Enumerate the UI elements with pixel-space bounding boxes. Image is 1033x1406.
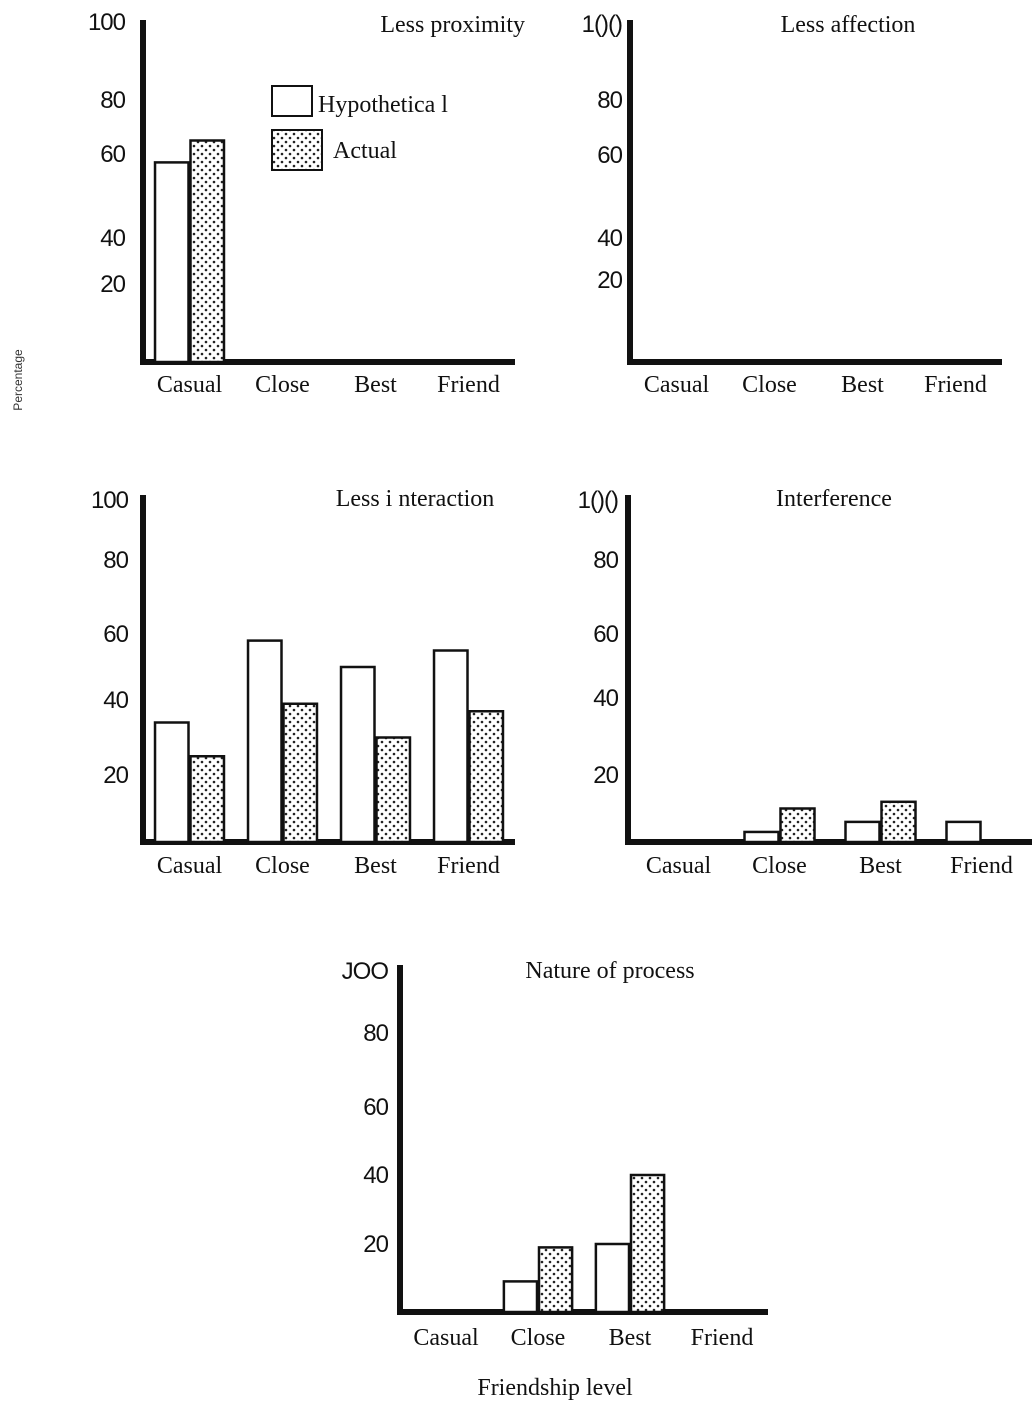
chart-title: Nature of process xyxy=(525,958,694,984)
y-tick-label: 40 xyxy=(597,225,622,252)
x-tick-label: Close xyxy=(752,853,807,879)
x-tick-label: Best xyxy=(609,1325,652,1351)
y-tick-label: 40 xyxy=(363,1162,388,1189)
bar-actual xyxy=(880,800,917,844)
x-tick-label: Casual xyxy=(157,372,223,398)
y-tick-label: 80 xyxy=(103,547,128,574)
x-tick-label: Friend xyxy=(437,853,500,879)
bar-actual xyxy=(537,1246,574,1314)
x-tick-label: Close xyxy=(255,372,310,398)
y-tick-label: 60 xyxy=(363,1094,388,1121)
y-tick-label: 40 xyxy=(593,685,618,712)
y-tick-label: JOO xyxy=(342,958,389,985)
x-tick-label: Friend xyxy=(950,853,1013,879)
bar-hypothetical xyxy=(153,161,190,364)
bar-actual xyxy=(468,710,505,844)
legend-swatch-actual xyxy=(271,129,323,171)
y-tick-label: 40 xyxy=(100,225,125,252)
x-tick-label: Close xyxy=(255,853,310,879)
bar-actual xyxy=(629,1173,666,1314)
chart-title: Interference xyxy=(776,486,892,512)
x-tick-label: Best xyxy=(841,372,884,398)
chart-proximity: Less proximity 100 80 60 40 20 Casual Close Best… xyxy=(88,9,525,398)
y-tick-label: 100 xyxy=(88,9,126,36)
x-tick-label: Best xyxy=(354,372,397,398)
y-tick-label: 80 xyxy=(597,87,622,114)
y-tick-label: 60 xyxy=(103,621,128,648)
y-tick-label: 20 xyxy=(597,267,622,294)
bar-hypothetical xyxy=(339,665,376,844)
chart-interaction: Less i nteraction 100 80 60 40 20 Casual Close B… xyxy=(91,486,515,879)
chart-affection: Less affection 1()() 80 60 40 20 Casual Close Be… xyxy=(582,11,1002,398)
y-tick-label: 80 xyxy=(100,87,125,114)
bar-hypothetical xyxy=(246,639,283,844)
legend-label-hypothetical: Hypothetica l xyxy=(318,92,448,118)
bar-actual xyxy=(375,736,412,844)
legend-label-actual: Actual xyxy=(333,138,397,164)
y-tick-label: 60 xyxy=(597,142,622,169)
chart-title: Less affection xyxy=(781,12,916,38)
x-axis-label: Friendship level xyxy=(477,1375,633,1401)
bar-actual xyxy=(282,702,319,844)
y-tick-label: 80 xyxy=(593,547,618,574)
x-tick-label: Close xyxy=(511,1325,566,1351)
x-tick-label: Best xyxy=(859,853,902,879)
bar-hypothetical xyxy=(743,830,780,844)
bar-actual xyxy=(189,755,226,844)
y-tick-label: 60 xyxy=(100,141,125,168)
x-tick-label: Casual xyxy=(644,372,710,398)
y-axis-label: Percentage xyxy=(11,349,25,411)
x-tick-label: Casual xyxy=(646,853,712,879)
bar-hypothetical xyxy=(594,1242,631,1314)
y-tick-label: 20 xyxy=(100,271,125,298)
bar-actual xyxy=(779,807,816,844)
x-tick-label: Friend xyxy=(691,1325,754,1351)
chart-title: Less i nteraction xyxy=(336,486,495,512)
chart-process: Nature of process JOO 80 60 40 20 Casual Close B… xyxy=(342,958,768,1351)
legend: Hypothetica l Actual xyxy=(271,85,448,171)
chart-interference: Interference 1()() 80 60 40 20 Casual Close Best… xyxy=(578,486,1032,879)
y-tick-label: 100 xyxy=(91,487,129,514)
x-tick-label: Best xyxy=(354,853,397,879)
x-tick-label: Close xyxy=(742,372,797,398)
bar-hypothetical xyxy=(432,649,469,844)
y-tick-label: 20 xyxy=(363,1231,388,1258)
y-tick-label: 40 xyxy=(103,687,128,714)
bar-hypothetical xyxy=(945,820,982,844)
bar-hypothetical xyxy=(502,1280,539,1314)
y-tick-label: 20 xyxy=(593,762,618,789)
y-tick-label: 1()() xyxy=(578,487,618,514)
x-tick-label: Friend xyxy=(924,372,987,398)
bar-hypothetical xyxy=(844,820,881,844)
y-tick-label: 20 xyxy=(103,762,128,789)
x-tick-label: Friend xyxy=(437,372,500,398)
bar-actual xyxy=(189,139,226,364)
y-tick-label: 1()() xyxy=(582,11,622,38)
chart-title: Less proximity xyxy=(380,12,525,38)
x-tick-label: Casual xyxy=(413,1325,479,1351)
y-tick-label: 60 xyxy=(593,621,618,648)
bar-hypothetical xyxy=(153,721,190,844)
y-tick-label: 80 xyxy=(363,1020,388,1047)
legend-swatch-hypothetical xyxy=(271,85,313,117)
x-tick-label: Casual xyxy=(157,853,223,879)
